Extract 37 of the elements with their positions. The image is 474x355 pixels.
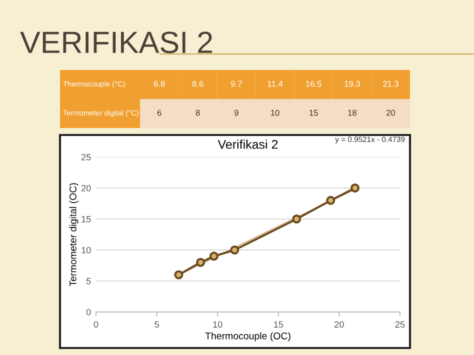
text: 18 <box>348 110 356 116</box>
x-tick-label: 5 <box>154 321 159 328</box>
text: 15 <box>310 110 318 116</box>
text: 10 <box>271 110 280 116</box>
x-tick-label: 15 <box>274 321 284 328</box>
x-tick-label: 25 <box>395 321 405 328</box>
y-tick-label: 0 <box>86 308 91 316</box>
text: 16.5 <box>306 80 322 87</box>
y-tick-label: 15 <box>82 216 91 222</box>
y-axis-title: Termometer digital (OC) <box>69 183 78 286</box>
point <box>196 258 206 267</box>
point <box>350 183 360 193</box>
text: 6.8 <box>154 80 165 87</box>
chart-title: Verifikasi 2 <box>218 140 278 149</box>
x-tick-label: 10 <box>213 321 222 328</box>
text: 19.3 <box>344 80 360 87</box>
text: 20 <box>386 110 396 116</box>
text: VERIFIKASI 2 <box>20 32 212 54</box>
point <box>230 245 240 255</box>
point <box>326 196 336 205</box>
text: 9.7 <box>231 80 242 87</box>
text: 9 <box>234 110 238 116</box>
text: 8.6 <box>192 80 204 87</box>
y-tick-label: 20 <box>82 184 91 192</box>
y-tick-label: 25 <box>82 154 91 160</box>
text: 11.4 <box>268 80 283 87</box>
text: 8 <box>196 110 200 116</box>
text: 6 <box>157 110 162 116</box>
point <box>209 252 218 261</box>
x-axis-title: Thermocouple (OC) <box>205 332 290 342</box>
point <box>292 214 302 224</box>
y-tick-label: 5 <box>86 278 91 284</box>
text: 21.3 <box>383 80 398 87</box>
x-tick-label: 0 <box>94 321 98 328</box>
y-tick-label: 10 <box>82 246 91 254</box>
point <box>174 270 184 280</box>
x-tick-label: 20 <box>334 321 344 328</box>
